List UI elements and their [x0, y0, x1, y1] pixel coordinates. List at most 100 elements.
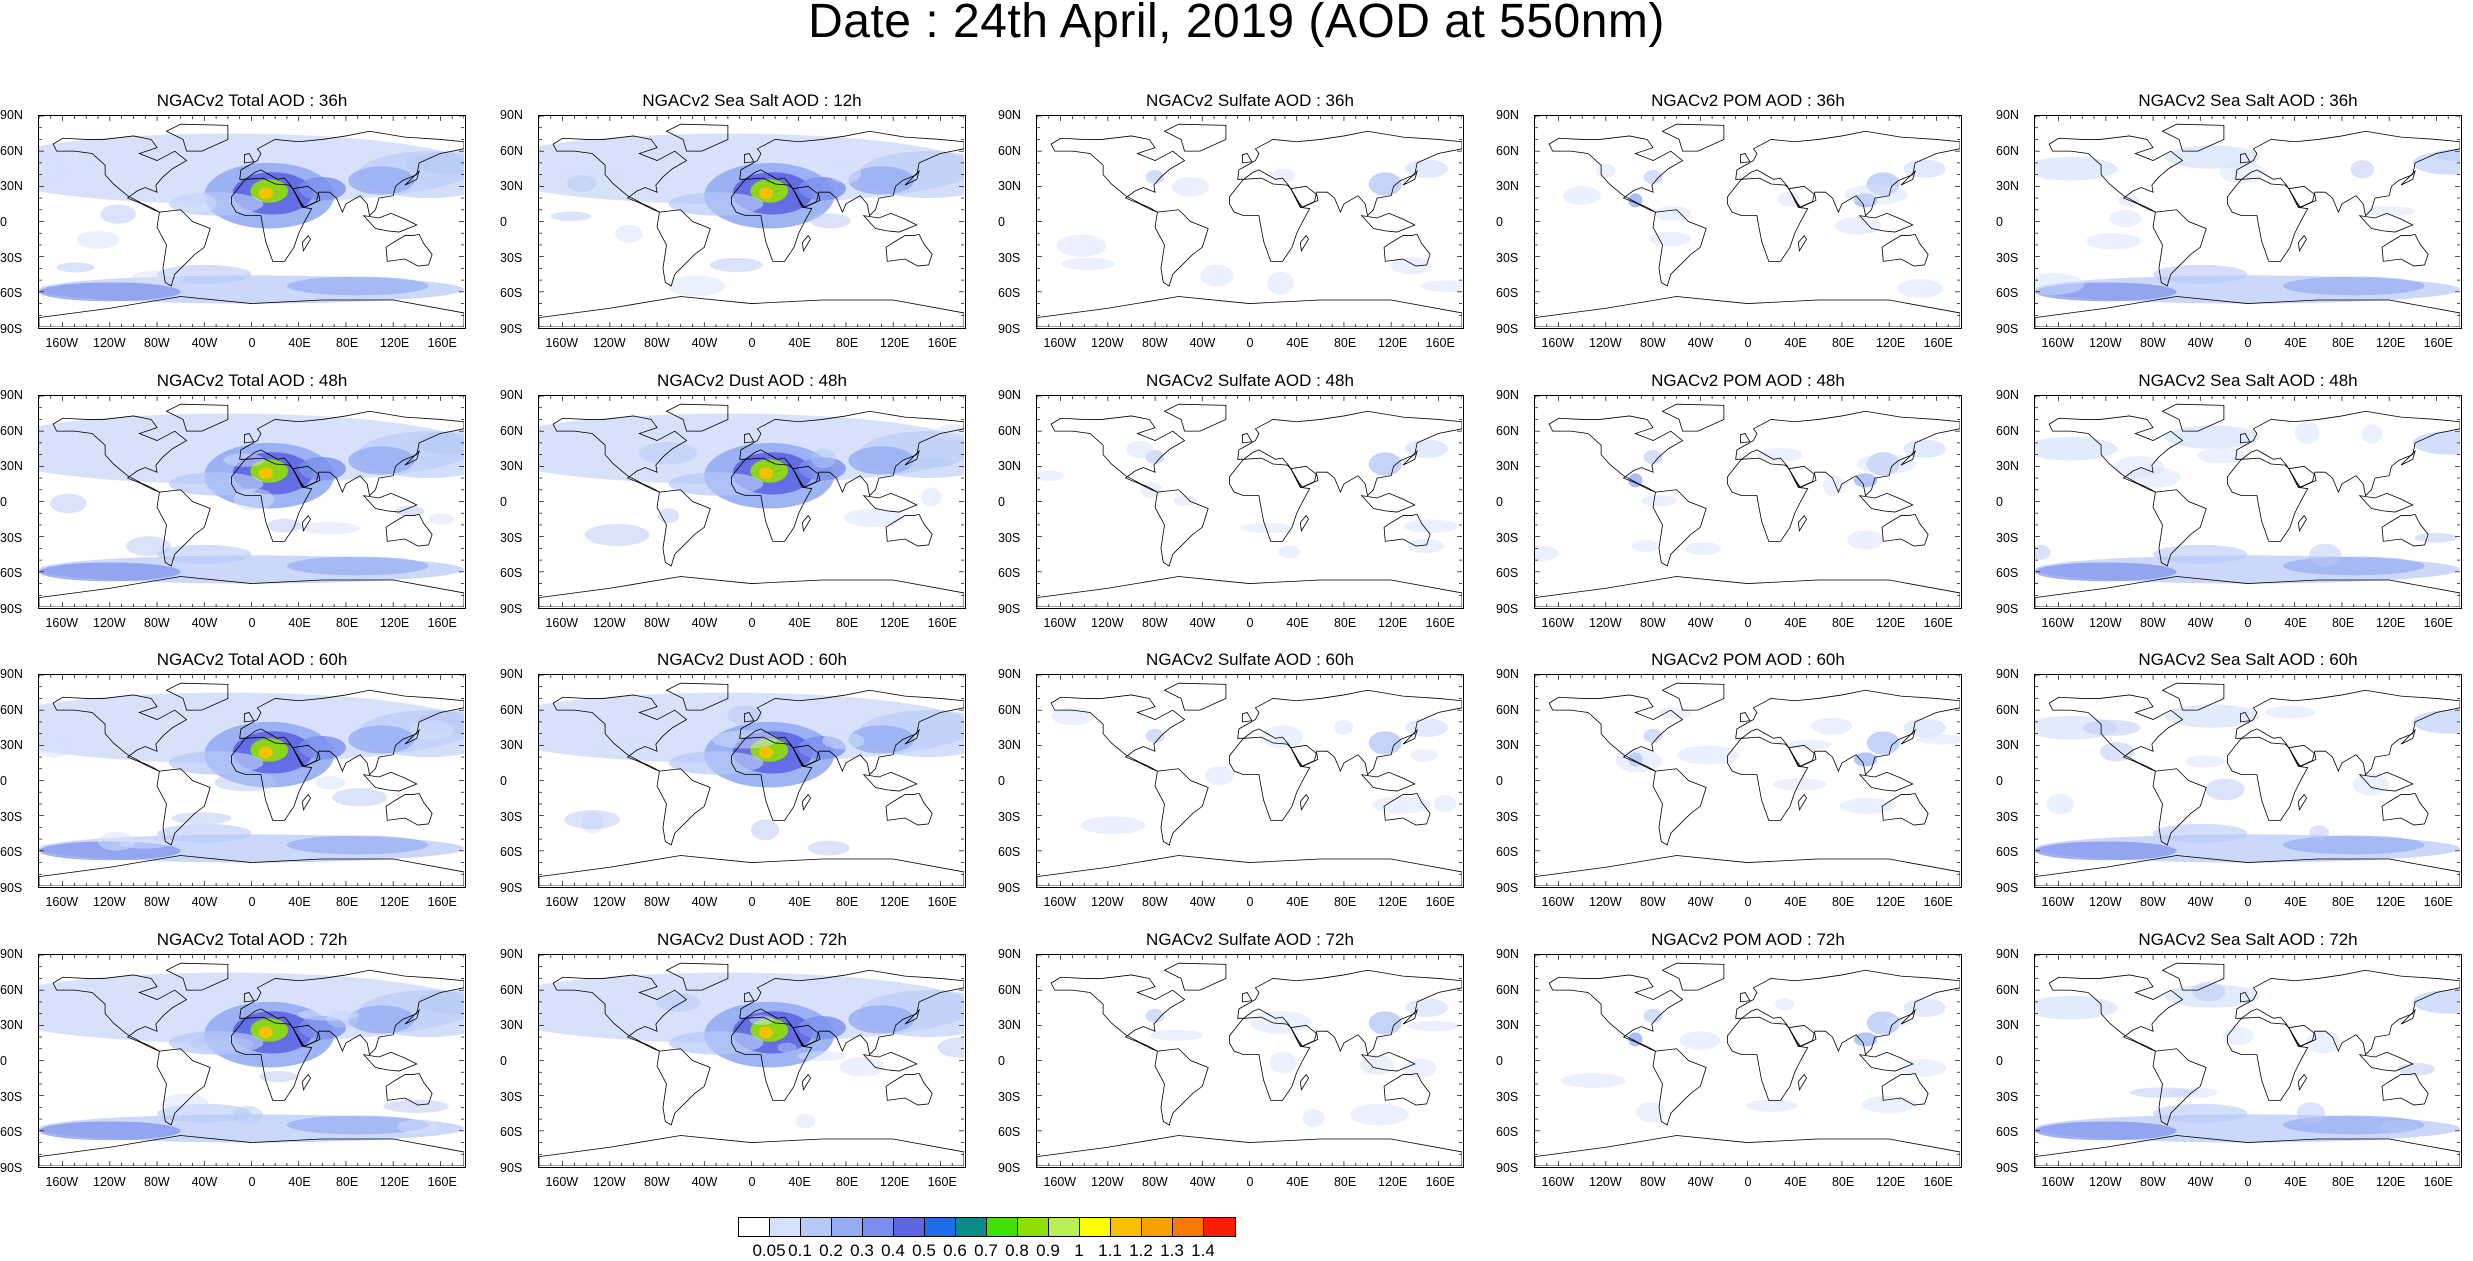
aod-shade [1844, 184, 1908, 205]
aod-shade [848, 446, 915, 475]
latitude-label: 60S [1996, 845, 2019, 860]
coastline [2035, 296, 2460, 327]
latitude-label: 90N [1496, 388, 1519, 402]
aod-shade [1778, 191, 1800, 207]
latitude-label: 90N [1996, 108, 2019, 122]
aod-shade [668, 751, 764, 775]
aod-shade [1861, 1095, 1917, 1114]
coastline [52, 135, 188, 213]
aod-shade [2099, 741, 2135, 762]
longitude-label: 40E [788, 1175, 811, 1189]
longitude-label: 40W [1189, 616, 1216, 630]
aod-shade [168, 472, 264, 496]
longitude-label: 80E [1333, 1175, 1357, 1189]
aod-shade [428, 513, 455, 525]
coastline [2035, 576, 2460, 607]
latitude-label: 30N [1496, 179, 1519, 194]
coastline [744, 712, 755, 723]
longitude-label: 80E [335, 616, 359, 630]
coastline [731, 736, 813, 821]
coastline [2288, 185, 2317, 208]
coastline [1050, 974, 1186, 1052]
coastline [404, 1008, 420, 1025]
latitude-label: 90N [0, 388, 23, 402]
map-panel: NGACv2 POM AOD : 72h 90N 60N 30N 0 30S 60S 90S 1… [1496, 930, 1996, 1202]
longitude-label: 120E [1378, 1175, 1408, 1189]
latitude-label: 60N [998, 982, 1021, 997]
aod-shade [2412, 710, 2460, 734]
latitude-label: 90N [1496, 667, 1519, 681]
aod-field [39, 692, 464, 863]
aod-shade [2361, 424, 2383, 444]
aod-shade [1173, 495, 1198, 507]
coastline [1548, 974, 1684, 1052]
coastline [1242, 712, 1253, 723]
longitude-label: 0 [1246, 616, 1254, 630]
coastline [385, 233, 433, 267]
panel-title: NGACv2 Sea Salt AOD : 72h [2138, 930, 2358, 949]
aod-map [38, 115, 466, 329]
longitude-label: 160E [927, 336, 957, 350]
aod-shade [416, 431, 464, 455]
aod-shade [2185, 755, 2225, 768]
coastline [1037, 576, 1462, 607]
aod-shade [1903, 439, 1946, 459]
aod-field [39, 133, 464, 304]
coastline [2400, 728, 2416, 745]
aod-shade [233, 1105, 263, 1124]
aod-map [2034, 954, 2462, 1168]
aod-shade [656, 993, 701, 1012]
aod-shade [795, 1113, 816, 1129]
coastline [39, 855, 464, 886]
longitude-label: 0 [248, 895, 256, 909]
coastlines [1037, 123, 1462, 327]
longitude-label: 120W [1091, 895, 1124, 909]
aod-shade [1636, 1101, 1665, 1123]
aod-shade [258, 187, 273, 200]
aod-shade [2046, 793, 2075, 815]
latitude-label: 60S [0, 1125, 23, 1140]
panel-title: NGACv2 POM AOD : 60h [1651, 650, 1845, 669]
longitude-label: 80E [1831, 616, 1855, 630]
latitude-label: 60N [998, 423, 1021, 438]
colorbar-label: 0.1 [788, 1241, 812, 1260]
longitude-label: 120E [2376, 616, 2406, 630]
aod-shade [668, 192, 764, 216]
aod-shade [1302, 1108, 1325, 1128]
longitude-label: 40W [191, 1175, 218, 1189]
aod-field [1615, 707, 1960, 814]
map-panel: NGACv2 Sulfate AOD : 60h 90N 60N 30N 0 30S 60S… [998, 650, 1498, 922]
aod-shade [822, 732, 865, 750]
aod-shade [796, 1051, 847, 1062]
map-panel: NGACv2 Sulfate AOD : 48h 90N 60N 30N 0 30S 60S… [998, 371, 1498, 643]
latitude-label: 30S [0, 530, 23, 545]
longitude-label: 40E [2284, 616, 2307, 630]
aod-map [1534, 115, 1962, 329]
longitude-label: 120E [380, 895, 410, 909]
latitude-label: 30N [998, 738, 1021, 753]
coastline [1299, 234, 1309, 252]
map-panel: NGACv2 Total AOD : 72h 90N 60N 30N 0 30S 60S 90… [0, 930, 500, 1202]
longitude-label: 40E [288, 895, 311, 909]
longitude-label: 80W [1640, 616, 1666, 630]
aod-shade [2434, 148, 2460, 162]
coastline [292, 1024, 321, 1047]
coastline [2358, 212, 2414, 233]
longitude-label: 80W [644, 895, 670, 909]
aod-shade [1271, 168, 1296, 183]
coastline [792, 744, 821, 767]
longitude-label: 160E [1923, 336, 1953, 350]
coastline [801, 514, 811, 532]
latitude-label: 30N [998, 459, 1021, 474]
coastline [2235, 130, 2460, 217]
coastline [1788, 1024, 1817, 1047]
coastline [1788, 465, 1817, 488]
aod-shade [2153, 1103, 2248, 1123]
longitude-label: 40E [2284, 895, 2307, 909]
aod-shade [2035, 437, 2118, 461]
aod-shade [667, 275, 725, 297]
latitude-label: 0 [998, 774, 1005, 788]
aod-shade [39, 282, 181, 302]
aod-shade [2035, 996, 2118, 1020]
latitude-label: 60N [500, 143, 523, 158]
